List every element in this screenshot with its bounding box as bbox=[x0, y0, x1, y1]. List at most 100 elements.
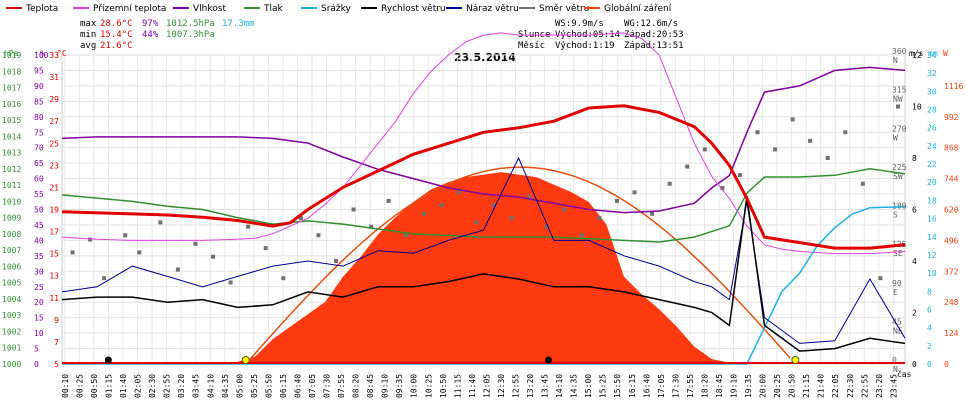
wind-tick: 6 bbox=[912, 206, 917, 215]
stat-avg-label: avg bbox=[80, 41, 96, 51]
direction-letter: NE bbox=[893, 326, 903, 335]
plot-area bbox=[61, 32, 906, 365]
moon-marker bbox=[104, 356, 112, 364]
x-tick-label: 05:25 bbox=[250, 374, 259, 398]
x-tick-label: 11:40 bbox=[468, 374, 477, 398]
temperature-tick: 15 bbox=[49, 250, 59, 259]
axis-unit-ms: m/s bbox=[909, 49, 924, 58]
temperature-tick: 33 bbox=[49, 51, 59, 60]
humidity-tick: 65 bbox=[34, 159, 44, 168]
x-tick-label: 14:35 bbox=[570, 374, 579, 398]
wind-direction-point bbox=[720, 186, 725, 191]
temperature-tick: 19 bbox=[49, 206, 59, 215]
wind-direction-point bbox=[298, 216, 303, 221]
x-tick-label: 19:10 bbox=[729, 374, 738, 398]
x-tick-label: 21:15 bbox=[802, 374, 811, 398]
rain-tick: 18 bbox=[927, 196, 937, 205]
wind-direction-point bbox=[193, 241, 198, 246]
humidity-line bbox=[61, 66, 906, 214]
x-tick-label: 06:40 bbox=[293, 374, 302, 398]
axis-unit-degc: °C bbox=[57, 49, 67, 58]
x-tick-label: 13:20 bbox=[526, 374, 535, 398]
x-tick-label: 17:30 bbox=[671, 374, 680, 398]
direction-tick: 0 bbox=[892, 356, 897, 365]
moon-label: Měsíc bbox=[518, 41, 545, 51]
wind-direction-point bbox=[333, 259, 338, 263]
rain-tick: 8 bbox=[927, 287, 932, 296]
stat-min-hum: 44% bbox=[142, 30, 159, 40]
wind-direction-point bbox=[790, 117, 795, 122]
direction-tick: 270 bbox=[892, 124, 907, 133]
wind-tick: 2 bbox=[912, 309, 917, 318]
wind-tick: 4 bbox=[912, 257, 917, 266]
rain-tick: 26 bbox=[927, 124, 937, 133]
x-tick-label: 11:15 bbox=[453, 374, 462, 398]
wind-direction-point bbox=[369, 224, 374, 229]
wind-direction-point bbox=[509, 216, 514, 221]
pressure-tick: 1002 bbox=[2, 327, 21, 336]
axis-unit-hpa: hPa bbox=[4, 49, 19, 58]
radiation-tick: 1116 bbox=[944, 82, 963, 91]
wind-direction-point bbox=[579, 233, 584, 238]
wind-gust-info: WG:12.6m/s bbox=[624, 19, 678, 29]
radiation-tick: 868 bbox=[944, 144, 959, 153]
pressure-tick: 1013 bbox=[2, 149, 21, 158]
stat-max-temp: 28.6°C bbox=[100, 19, 133, 29]
x-tick-label: 03:45 bbox=[192, 374, 201, 398]
rain-tick: 6 bbox=[927, 305, 932, 314]
x-tick-label: 10:25 bbox=[424, 374, 433, 398]
rain-tick: 4 bbox=[927, 324, 932, 333]
clear-sky-radiation-line bbox=[245, 166, 791, 365]
legend-label-4: Srážky bbox=[321, 4, 352, 14]
radiation-tick: 372 bbox=[944, 267, 959, 276]
wind-tick: 10 bbox=[912, 103, 922, 112]
wind-direction-point bbox=[527, 194, 532, 199]
temperature-tick: 25 bbox=[49, 139, 59, 148]
wind-direction-point bbox=[88, 237, 93, 242]
rain-tick: 2 bbox=[927, 342, 932, 351]
stat-min-temp: 15.4°C bbox=[100, 30, 133, 40]
direction-letter: W bbox=[893, 133, 898, 142]
x-tick-label: 03:20 bbox=[177, 374, 186, 398]
wind-direction-point bbox=[246, 224, 251, 229]
rain-tick: 16 bbox=[927, 215, 937, 224]
rain-tick: 32 bbox=[927, 69, 937, 78]
x-tick-label: 22:05 bbox=[831, 374, 840, 398]
x-tick-label: 13:45 bbox=[541, 374, 550, 398]
wind-direction-point bbox=[386, 198, 391, 203]
humidity-tick: 50 bbox=[34, 206, 44, 215]
temperature-tick: 17 bbox=[49, 228, 59, 237]
stat-max-rain: 17.3mm bbox=[222, 19, 255, 29]
pressure-tick: 1009 bbox=[2, 214, 21, 223]
temperature-tick: 9 bbox=[54, 316, 59, 325]
legend-label-3: Tlak bbox=[263, 4, 284, 14]
wind-direction-point bbox=[614, 198, 619, 203]
pressure-tick: 1005 bbox=[2, 279, 21, 288]
x-axis: 00:10 00:25 00:50 01:15 01:40 02:05 02:30 02:55… bbox=[61, 374, 898, 398]
wind-direction-point bbox=[737, 173, 742, 178]
wind-direction-point bbox=[667, 181, 672, 186]
wind-direction-point bbox=[562, 207, 567, 212]
temperature-tick: 27 bbox=[49, 117, 59, 126]
x-tick-label: 23:45 bbox=[889, 374, 898, 398]
wind-direction-point bbox=[211, 254, 216, 259]
x-tick-label: 07:55 bbox=[337, 374, 346, 398]
legend-label-5: Rychlost větru bbox=[381, 4, 446, 14]
moon-set: Západ:13:51 bbox=[624, 41, 684, 51]
legend-label-7: Směr větru bbox=[539, 4, 589, 14]
stat-avg-temp: 21.6°C bbox=[100, 41, 133, 51]
rain-tick: 34 bbox=[927, 51, 937, 60]
x-tick-label: 04:35 bbox=[221, 374, 230, 398]
temperature-tick: 23 bbox=[49, 161, 59, 170]
wind-direction-point bbox=[895, 104, 900, 109]
pressure-tick: 1004 bbox=[2, 295, 21, 304]
axis-unit-mm: mm bbox=[928, 49, 938, 58]
rain-tick: 12 bbox=[927, 251, 937, 260]
x-tick-label: 12:55 bbox=[511, 374, 520, 398]
stat-min-press: 1007.3hPa bbox=[166, 30, 215, 40]
moon-rise: Východ:1:19 bbox=[555, 41, 615, 51]
wind-direction-point bbox=[351, 207, 356, 212]
direction-tick: 225 bbox=[892, 163, 907, 172]
